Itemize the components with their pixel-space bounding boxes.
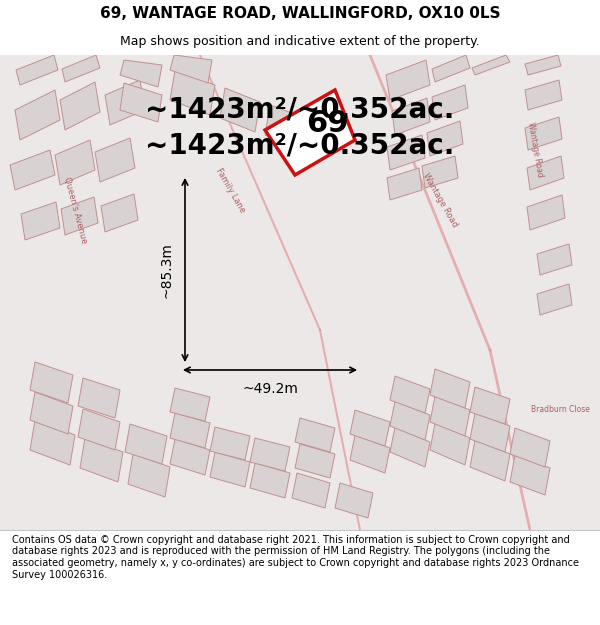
- Polygon shape: [295, 444, 335, 478]
- Polygon shape: [30, 392, 73, 434]
- Polygon shape: [292, 473, 330, 508]
- Polygon shape: [525, 80, 562, 110]
- Polygon shape: [430, 396, 470, 436]
- Text: ~1423m²/~0.352ac.: ~1423m²/~0.352ac.: [145, 131, 455, 159]
- Polygon shape: [170, 413, 210, 448]
- Text: Bradburn Close: Bradburn Close: [530, 406, 589, 414]
- Polygon shape: [335, 483, 373, 518]
- Polygon shape: [105, 80, 145, 125]
- Polygon shape: [430, 423, 470, 465]
- Polygon shape: [78, 378, 120, 418]
- Polygon shape: [265, 90, 355, 175]
- Polygon shape: [265, 105, 305, 148]
- Polygon shape: [170, 439, 210, 475]
- Text: Wantage Road: Wantage Road: [421, 171, 459, 229]
- Polygon shape: [432, 55, 470, 82]
- Polygon shape: [80, 438, 123, 482]
- Polygon shape: [527, 156, 564, 190]
- Polygon shape: [422, 156, 458, 188]
- Polygon shape: [30, 362, 73, 403]
- Polygon shape: [430, 369, 470, 408]
- Text: 69: 69: [306, 109, 349, 138]
- Text: Wantage Road: Wantage Road: [526, 122, 544, 178]
- Polygon shape: [16, 55, 58, 85]
- Text: 69, WANTAGE ROAD, WALLINGFORD, OX10 0LS: 69, WANTAGE ROAD, WALLINGFORD, OX10 0LS: [100, 6, 500, 21]
- Polygon shape: [387, 135, 425, 170]
- Text: Map shows position and indicative extent of the property.: Map shows position and indicative extent…: [120, 35, 480, 48]
- Text: ~49.2m: ~49.2m: [242, 382, 298, 396]
- Polygon shape: [62, 55, 100, 82]
- Polygon shape: [510, 428, 550, 467]
- Polygon shape: [537, 244, 572, 275]
- Polygon shape: [386, 60, 430, 100]
- Polygon shape: [210, 452, 250, 487]
- Polygon shape: [250, 438, 290, 471]
- Text: Family Lane: Family Lane: [214, 166, 247, 214]
- Polygon shape: [30, 420, 75, 465]
- Polygon shape: [21, 202, 60, 240]
- Polygon shape: [472, 55, 510, 75]
- Text: Contains OS data © Crown copyright and database right 2021. This information is : Contains OS data © Crown copyright and d…: [12, 535, 579, 579]
- Polygon shape: [170, 70, 215, 115]
- Polygon shape: [128, 454, 170, 497]
- Polygon shape: [250, 463, 290, 498]
- Polygon shape: [537, 284, 572, 315]
- Polygon shape: [392, 98, 430, 135]
- Polygon shape: [390, 427, 430, 467]
- Polygon shape: [55, 140, 95, 185]
- Polygon shape: [120, 83, 162, 122]
- Polygon shape: [525, 55, 561, 75]
- Polygon shape: [427, 121, 463, 156]
- Polygon shape: [78, 409, 120, 450]
- Polygon shape: [10, 150, 55, 190]
- Polygon shape: [510, 455, 550, 495]
- Polygon shape: [390, 401, 430, 440]
- Polygon shape: [210, 427, 250, 460]
- Text: ~85.3m: ~85.3m: [159, 242, 173, 298]
- Polygon shape: [387, 168, 422, 200]
- Polygon shape: [220, 88, 260, 132]
- Polygon shape: [61, 197, 98, 235]
- Polygon shape: [60, 82, 100, 130]
- Polygon shape: [15, 90, 60, 140]
- Polygon shape: [432, 85, 468, 120]
- Polygon shape: [350, 435, 390, 473]
- Polygon shape: [525, 117, 562, 150]
- Polygon shape: [295, 418, 335, 452]
- Text: ~1423m²/~0.352ac.: ~1423m²/~0.352ac.: [145, 96, 455, 124]
- Polygon shape: [527, 195, 565, 230]
- Polygon shape: [390, 376, 430, 413]
- Polygon shape: [470, 413, 510, 452]
- Polygon shape: [170, 55, 212, 83]
- Polygon shape: [350, 410, 390, 446]
- Polygon shape: [470, 387, 510, 424]
- Polygon shape: [170, 388, 210, 421]
- Polygon shape: [101, 194, 138, 232]
- Polygon shape: [470, 440, 510, 481]
- Polygon shape: [125, 424, 167, 464]
- Polygon shape: [95, 138, 135, 182]
- Polygon shape: [120, 60, 162, 87]
- Text: Queen's Avenue: Queen's Avenue: [62, 176, 88, 244]
